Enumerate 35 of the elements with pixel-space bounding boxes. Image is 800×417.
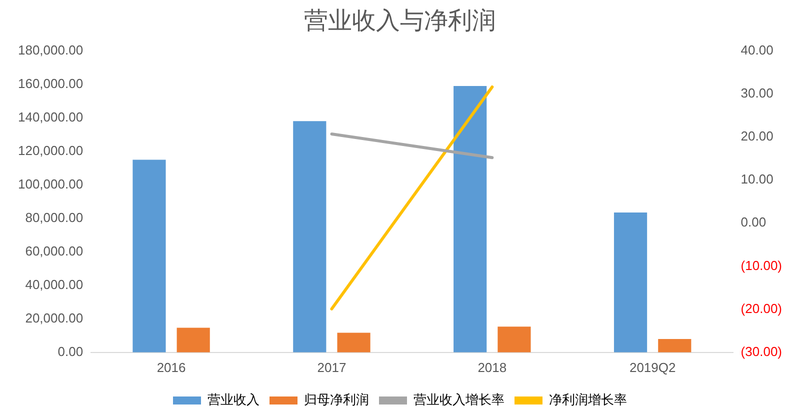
y2-tick-label: (10.00): [740, 258, 782, 273]
legend-label: 营业收入增长率: [414, 392, 504, 408]
x-tick-label: 2018: [478, 360, 507, 375]
bar: [658, 338, 692, 352]
legend-label: 营业收入: [208, 392, 260, 408]
y-tick-label: 20,000.00: [25, 310, 84, 326]
y2-tick-label: 10.00: [740, 172, 774, 187]
x-tick-label: 2016: [156, 360, 186, 375]
y-tick-label: 80,000.00: [25, 210, 84, 225]
y2-tick-label: (20.00): [740, 300, 782, 316]
y-tick-label: 120,000.00: [18, 142, 84, 158]
y-tick-label: 60,000.00: [25, 243, 84, 258]
bar: [614, 212, 648, 352]
legend-label: 净利润增长率: [549, 392, 627, 408]
chart-title: 营业收入与净利润: [304, 6, 496, 35]
bar: [132, 160, 166, 352]
x-tick-label: 2019Q2: [629, 360, 676, 375]
y-tick-label: 0.00: [58, 344, 84, 359]
legend-label: 归母净利润: [304, 392, 369, 408]
bar: [176, 328, 210, 352]
y-tick-label: 100,000.00: [18, 176, 84, 192]
y-tick-label: 40,000.00: [25, 276, 84, 292]
y2-tick-label: 30.00: [740, 85, 774, 100]
y2-tick-label: 0.00: [740, 214, 766, 230]
bar: [498, 326, 531, 352]
y2-tick-label: 20.00: [740, 128, 774, 144]
y2-tick-label: (30.00): [740, 344, 782, 359]
bar: [293, 121, 326, 352]
y-tick-label: 160,000.00: [18, 76, 84, 91]
x-tick-label: 2017: [317, 360, 346, 375]
bar: [454, 86, 487, 352]
y2-tick-label: 40.00: [740, 42, 774, 58]
bar: [337, 332, 370, 352]
y-tick-label: 180,000.00: [18, 42, 84, 58]
y-tick-label: 140,000.00: [18, 109, 84, 124]
